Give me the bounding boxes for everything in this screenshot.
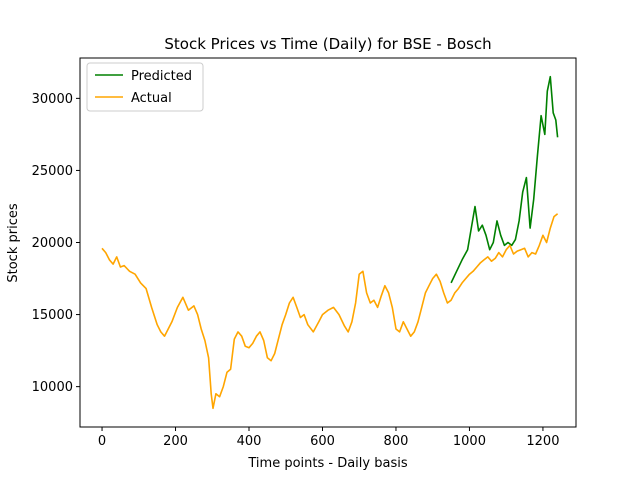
tick-layer: 0 200 400 600 800 1000 1200 10000 15000 20000 2500…	[32, 92, 560, 449]
x-tick-label: 600	[310, 434, 335, 449]
x-tick-label: 1000	[453, 434, 486, 449]
x-tick-label: 400	[237, 434, 262, 449]
chart-title: Stock Prices vs Time (Daily) for BSE - B…	[164, 35, 491, 53]
x-tick-label: 0	[98, 434, 106, 449]
y-tick-label: 30000	[32, 92, 73, 107]
x-tick-label: 800	[384, 434, 409, 449]
legend-label-actual: Actual	[131, 91, 172, 106]
y-tick-label: 15000	[32, 308, 73, 323]
series-line-actual	[101, 213, 559, 410]
x-tick-label: 1200	[526, 434, 559, 449]
y-tick-label: 10000	[32, 380, 73, 395]
x-axis-label: Time points - Daily basis	[247, 456, 407, 471]
plot-frame	[79, 57, 577, 428]
series-layer	[101, 75, 559, 410]
legend-label-predicted: Predicted	[131, 69, 192, 84]
legend: Predicted Actual	[86, 62, 204, 112]
series-line-predicted	[450, 75, 559, 284]
y-tick-label: 20000	[32, 236, 73, 251]
y-tick-label: 25000	[32, 164, 73, 179]
y-axis-label: Stock prices	[6, 203, 21, 282]
x-tick-label: 200	[163, 434, 188, 449]
